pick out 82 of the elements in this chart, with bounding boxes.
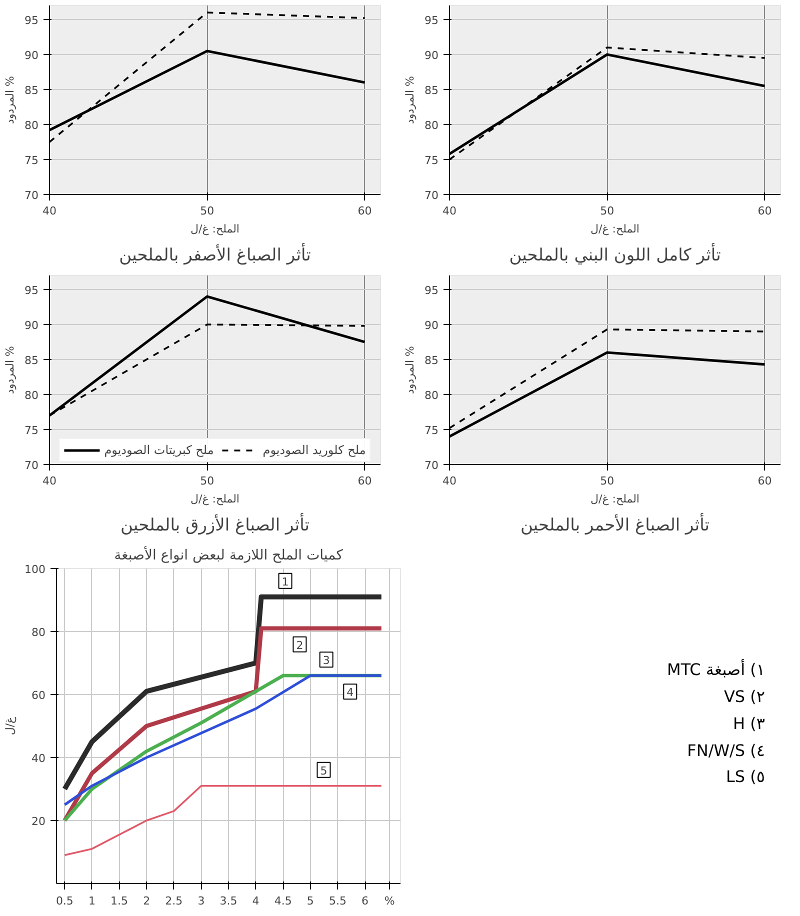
x-axis-title: الملح: غ/ل (190, 222, 240, 236)
y-axis-title: المردود % (404, 346, 417, 394)
y-tick-label: 70 (24, 189, 39, 202)
y-tick-label: 95 (424, 14, 439, 27)
y-tick-label: 20 (32, 815, 46, 828)
y-tick-label: 95 (24, 284, 39, 297)
y-tick-label: 70 (424, 459, 439, 472)
series-label: 3 (322, 654, 330, 668)
x-tick-label: 6 (362, 894, 369, 908)
text: ٢) VS (722, 686, 765, 708)
x-tick-label: 5.5 (328, 894, 346, 908)
x-tick-label: 0.5 (56, 894, 74, 908)
y-tick-label: 75 (424, 154, 439, 167)
x-axis-title: الملح: غ/ل (590, 492, 640, 506)
y-tick-label: 90 (24, 319, 39, 332)
x-tick-label: 2 (143, 894, 150, 908)
text: تأثر الصباغ الأحمر بالملحين (520, 512, 710, 536)
x-tick-label: 50 (200, 204, 214, 218)
text: ٥) LS (725, 766, 765, 788)
y-tick-label: 95 (24, 14, 39, 27)
x-tick-label: 1 (88, 894, 96, 908)
x-axis-title: الملح: غ/ل (190, 492, 240, 506)
y-tick-label: 75 (24, 424, 39, 437)
line-series (64, 784, 382, 856)
y-tick-label: 70 (424, 189, 439, 202)
x-tick-label: 50 (200, 474, 214, 488)
y-tick-label: 85 (24, 354, 39, 367)
x-tick-label: 1.5 (110, 894, 128, 908)
y-axis-title: المردود % (4, 346, 17, 394)
x-tick-label: 50 (600, 474, 614, 488)
y-tick-label: 85 (24, 84, 39, 97)
x-axis-title: الملح: غ/ل (590, 222, 640, 236)
text: تأثر كامل اللون البني بالملحين (509, 242, 722, 266)
y-tick-label: 90 (424, 319, 439, 332)
series-label: 1 (282, 575, 289, 588)
text: ٣) H (732, 712, 765, 735)
text: ٤) FN/W/S (686, 740, 765, 762)
y-tick-label: 75 (24, 154, 39, 167)
series-label: 2 (296, 638, 304, 652)
x-tick-label: 5 (306, 894, 314, 908)
y-tick-label: 80 (32, 626, 46, 639)
x-tick-label: 2.5 (165, 894, 183, 908)
x-tick-label: 3 (198, 894, 205, 908)
x-tick-label: 60 (758, 474, 772, 488)
y-tick-label: 40 (32, 752, 46, 765)
line-series (62, 626, 384, 823)
x-tick-label: 40 (442, 204, 456, 218)
y-axis-title: المردود % (404, 76, 417, 124)
x-tick-label: 60 (358, 474, 372, 488)
x-tick-label: 40 (42, 474, 56, 488)
x-tick-label: 60 (758, 204, 772, 218)
y-tick-label: 85 (424, 84, 439, 97)
x-tick-label: 3.5 (220, 894, 238, 908)
y-tick-label: 90 (24, 49, 39, 62)
y-tick-label: 80 (424, 119, 439, 132)
x-tick-label: 50 (600, 204, 614, 218)
x-tick-label: 4.5 (274, 894, 292, 908)
x-tick-label: 4 (252, 894, 260, 908)
text: تأثر الصباغ الأصفر بالملحين (119, 242, 312, 266)
y-tick-label: 85 (424, 354, 439, 367)
chart-title: كميات الملح اللازمة لبعض انواع الأصبغة (114, 546, 344, 564)
x-tick-label: 40 (442, 474, 456, 488)
x-tick-label: % (384, 894, 395, 908)
y-tick-label: 75 (424, 424, 439, 437)
y-tick-label: 80 (24, 389, 39, 402)
y-axis-title: المردود % (4, 76, 17, 124)
y-tick-label: 95 (424, 284, 439, 297)
x-tick-label: 60 (358, 204, 372, 218)
y-tick-label: 100 (24, 563, 46, 576)
y-tick-label: 70 (24, 459, 39, 472)
legend-label: ملح كبريتات الصوديوم (104, 443, 214, 457)
series-label: 5 (320, 764, 328, 778)
y-tick-label: 90 (424, 49, 439, 62)
y-tick-label: 80 (424, 389, 439, 402)
y-axis-title: غ/ل (4, 716, 17, 736)
y-tick-label: 80 (24, 119, 39, 132)
series-label: 4 (346, 686, 354, 700)
y-tick-label: 60 (32, 689, 46, 702)
text: ١) أصبغة MTC (666, 659, 765, 681)
text: تأثر الصباغ الأزرق بالملحين (120, 512, 310, 536)
x-tick-label: 40 (42, 204, 56, 218)
legend-label: ملح كلوريد الصوديوم (262, 443, 366, 457)
